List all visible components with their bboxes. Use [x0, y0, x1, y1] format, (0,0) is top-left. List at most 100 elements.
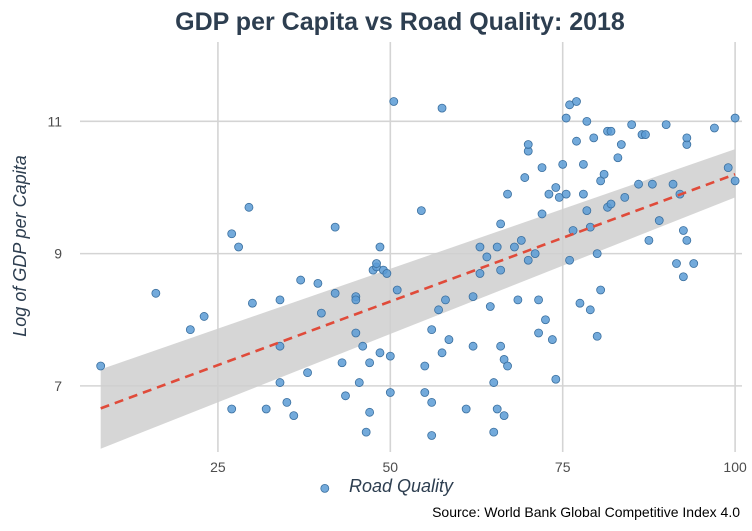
- data-point: [234, 242, 244, 252]
- data-point: [392, 285, 402, 295]
- y-tick-label: 9: [54, 246, 62, 262]
- data-point: [354, 378, 364, 387]
- data-point: [578, 189, 588, 199]
- data-point: [616, 140, 626, 149]
- data-point: [316, 308, 326, 318]
- data-point: [661, 120, 671, 130]
- confidence-band: [100, 149, 736, 449]
- data-point: [541, 315, 550, 325]
- data-point: [365, 358, 375, 368]
- x-tick-label: 100: [723, 459, 747, 475]
- data-point: [320, 483, 330, 493]
- source-caption: Source: World Bank Global Competitive In…: [432, 504, 740, 520]
- tick-labels: 25 50 75 100 7 9 11: [47, 113, 747, 475]
- data-point: [537, 163, 547, 173]
- x-tick-label: 25: [210, 459, 226, 475]
- data-point: [385, 388, 395, 397]
- data-point: [551, 374, 561, 384]
- data-point: [227, 404, 237, 414]
- data-point: [351, 328, 361, 338]
- data-point: [365, 407, 375, 417]
- data-point: [372, 259, 381, 268]
- x-tick-label: 75: [555, 459, 571, 475]
- data-point: [489, 427, 499, 437]
- data-point: [330, 288, 340, 298]
- data-point: [199, 312, 209, 321]
- data-point: [592, 249, 602, 259]
- data-point: [485, 302, 495, 311]
- data-point: [475, 242, 485, 252]
- data-point: [551, 183, 561, 192]
- data-point: [482, 252, 492, 262]
- data-point: [361, 427, 371, 437]
- data-point: [689, 259, 699, 268]
- data-point: [441, 295, 450, 305]
- data-point: [420, 388, 430, 397]
- data-point: [375, 242, 385, 252]
- data-point: [492, 404, 502, 414]
- data-point: [582, 116, 592, 126]
- data-point: [730, 113, 740, 123]
- data-point: [151, 288, 161, 298]
- data-point: [730, 176, 740, 186]
- data-point: [427, 431, 437, 440]
- data-point: [572, 136, 581, 146]
- data-point: [296, 275, 306, 285]
- data-point: [558, 159, 568, 169]
- data-point: [275, 295, 285, 305]
- data-point: [492, 242, 502, 252]
- data-point: [627, 120, 637, 130]
- data-point: [420, 361, 430, 371]
- data-point: [503, 189, 512, 199]
- data-point: [513, 295, 523, 305]
- data-point: [385, 351, 395, 361]
- data-point: [475, 269, 485, 278]
- data-point: [544, 189, 554, 199]
- data-point: [606, 199, 616, 209]
- data-point: [437, 348, 447, 358]
- data-point: [534, 328, 543, 338]
- data-point: [382, 269, 392, 278]
- trend-line: [100, 173, 736, 410]
- data-point: [561, 189, 571, 199]
- data-point: [303, 368, 312, 378]
- data-point: [620, 193, 630, 202]
- data-point: [547, 335, 557, 344]
- data-point: [434, 305, 443, 315]
- data-point: [582, 206, 592, 216]
- data-point: [523, 255, 533, 265]
- data-point: [437, 103, 447, 113]
- chart-title: GDP per Capita vs Road Quality: 2018: [175, 8, 625, 36]
- data-point: [289, 411, 299, 421]
- y-tick-label: 11: [47, 113, 62, 129]
- data-point: [503, 361, 512, 371]
- data-point: [530, 249, 540, 259]
- data-point: [341, 391, 350, 401]
- data-point: [261, 404, 271, 414]
- x-tick-label: 50: [383, 459, 399, 475]
- data-point: [496, 341, 506, 351]
- data-point: [244, 202, 254, 212]
- data-point: [534, 295, 543, 305]
- data-point: [572, 97, 581, 106]
- data-point: [654, 216, 664, 225]
- data-point: [337, 358, 347, 368]
- data-point: [668, 179, 678, 189]
- data-point: [499, 411, 509, 421]
- data-point: [723, 163, 733, 173]
- x-axis-title: Road Quality: [349, 476, 454, 496]
- data-point: [496, 219, 506, 229]
- data-point: [96, 361, 106, 371]
- data-points: [96, 97, 740, 493]
- data-point: [351, 295, 361, 305]
- data-point: [613, 153, 623, 163]
- data-point: [634, 179, 643, 189]
- data-point: [496, 265, 506, 275]
- data-point: [461, 404, 471, 414]
- data-point: [537, 209, 547, 219]
- data-point: [489, 378, 499, 387]
- data-point: [468, 341, 478, 351]
- data-point: [647, 179, 657, 189]
- data-point: [416, 206, 426, 216]
